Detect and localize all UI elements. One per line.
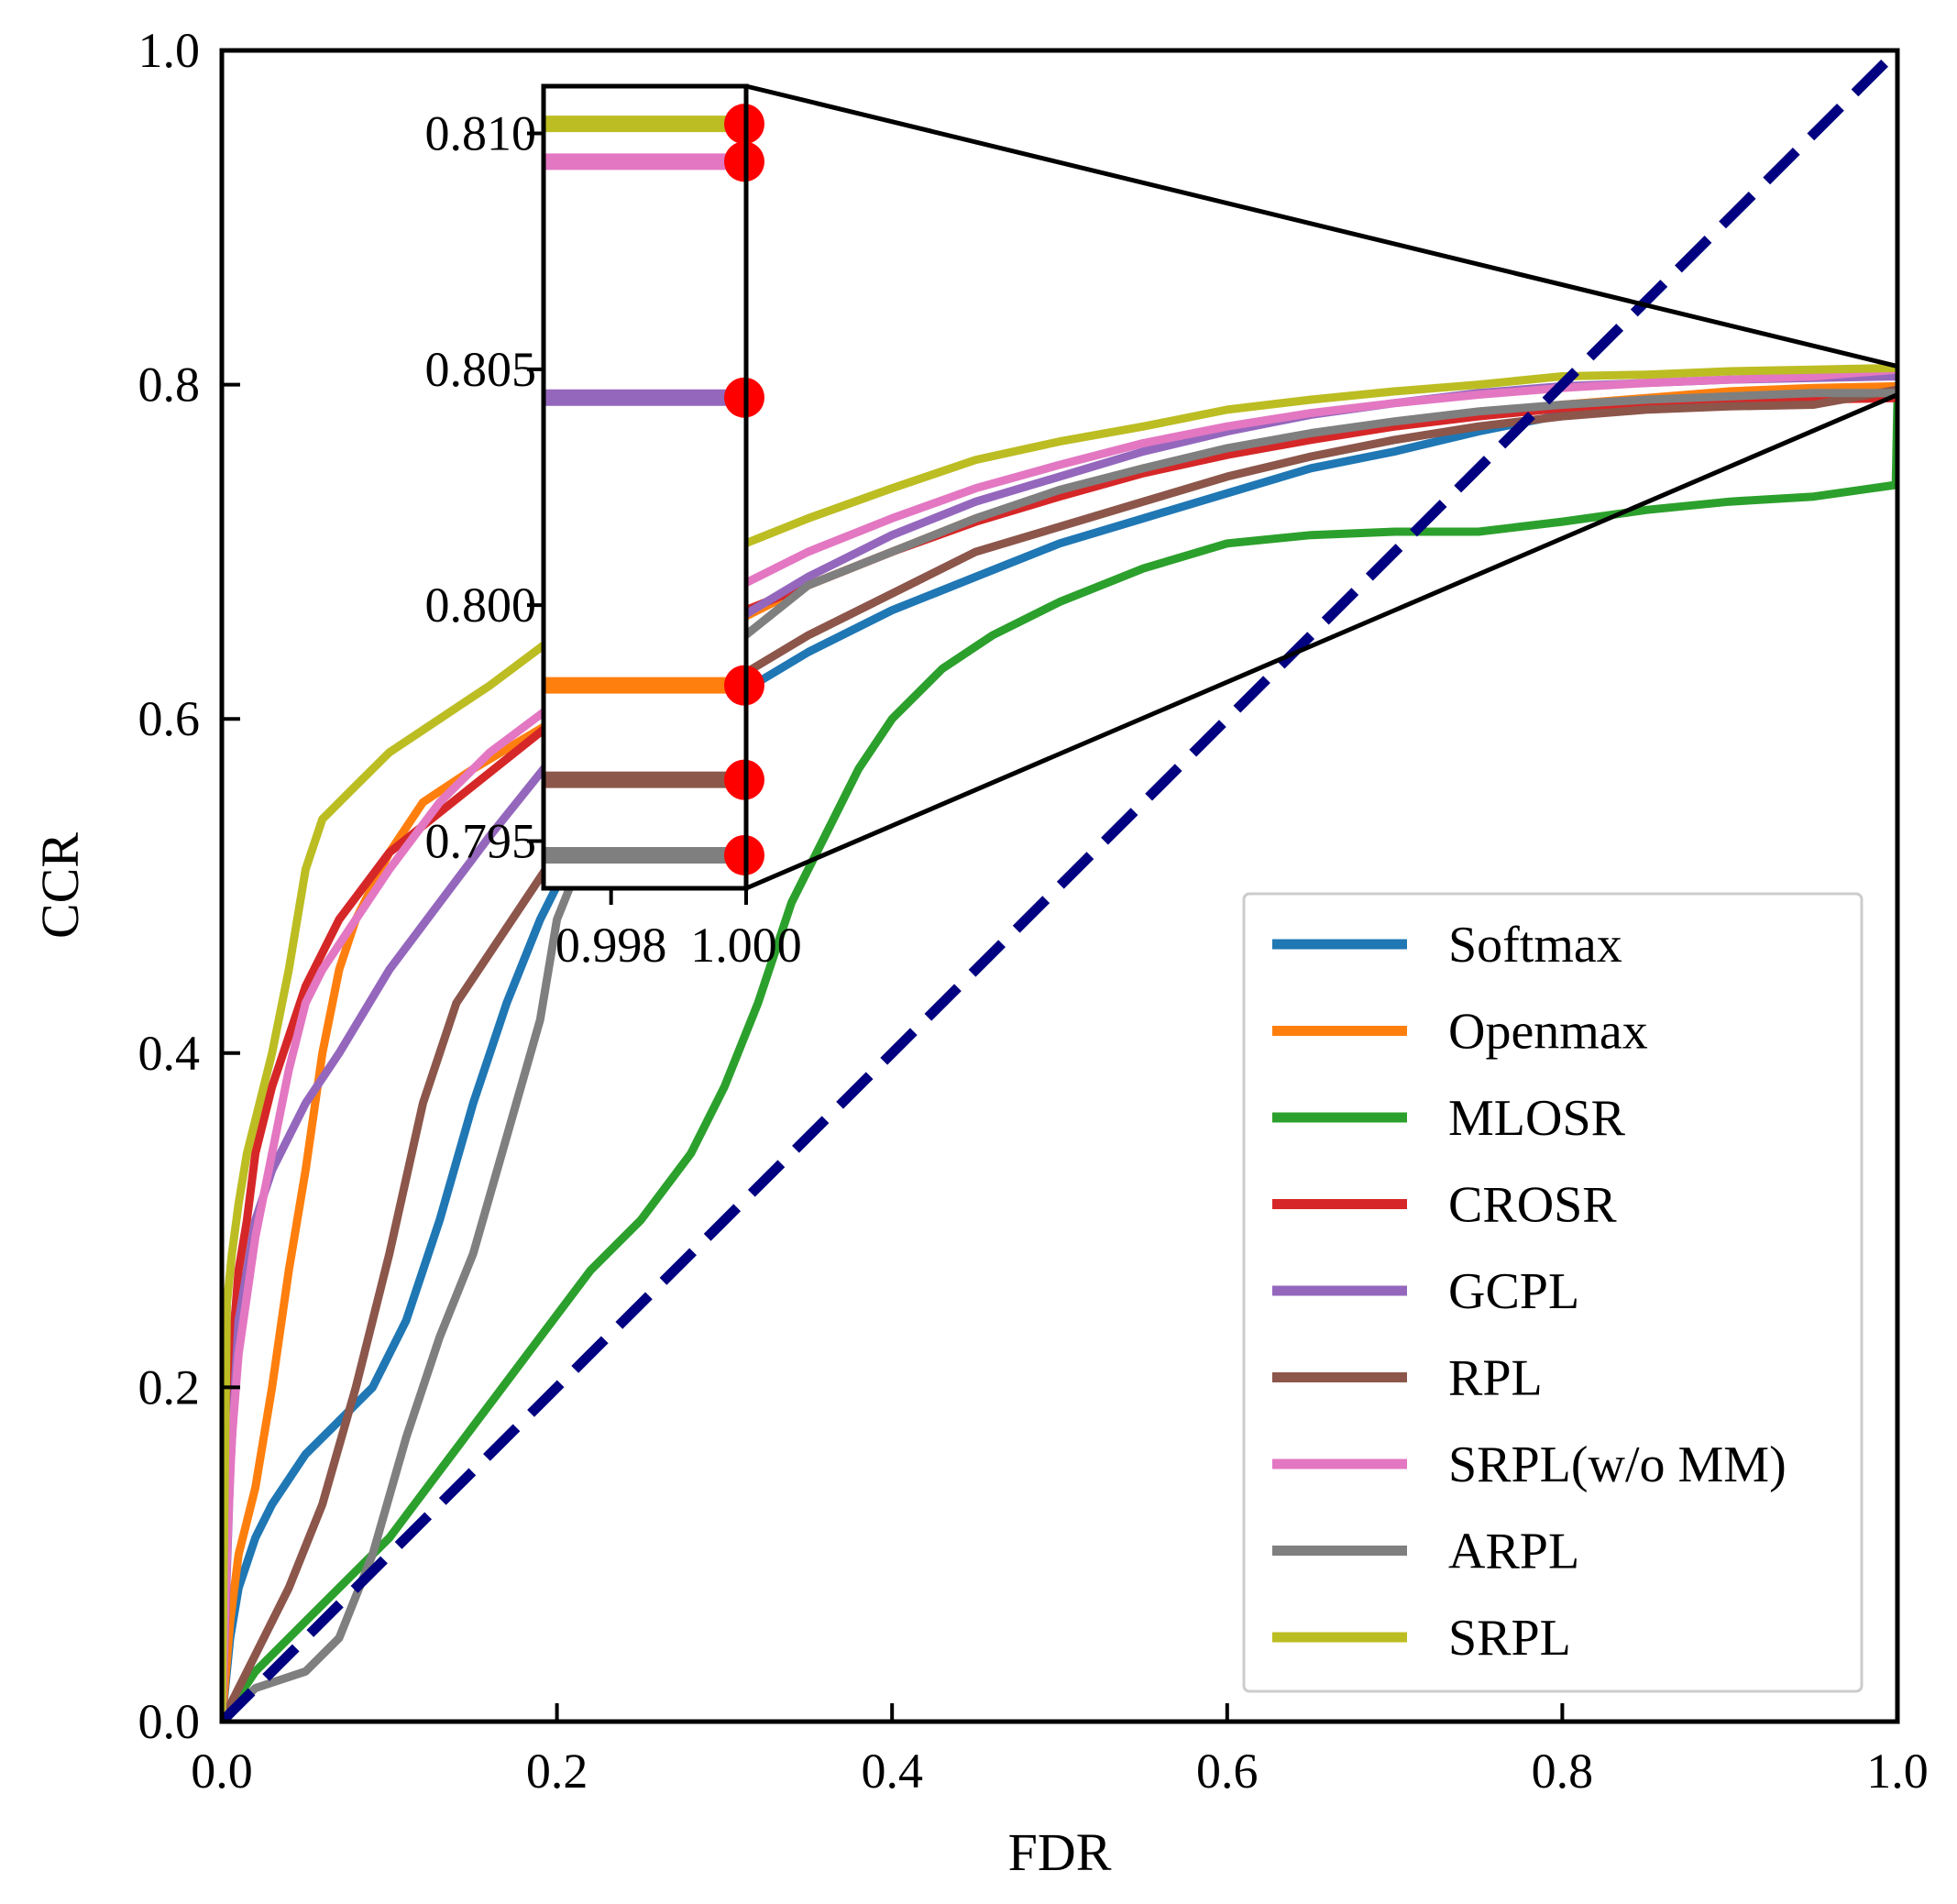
x-axis-label: FDR (1008, 1822, 1112, 1882)
inset-y-tick-label: 0.810 (425, 105, 537, 160)
inset-background (544, 86, 746, 888)
legend-label-srpl-w-o-mm: SRPL(w/o MM) (1448, 1436, 1787, 1493)
legend-items: Softmax Openmax MLOSR CROSR GCPL RPL SRPL(w/o … (1272, 917, 1787, 1667)
legend: Softmax Openmax MLOSR CROSR GCPL RPL SRPL(w/o … (1242, 892, 1864, 1693)
x-tick-label: 0.6 (1196, 1744, 1259, 1799)
x-axis-ticks: 0.0 0.2 0.4 0.6 0.8 1.0 (191, 1703, 1929, 1799)
y-tick-label: 0.4 (138, 1026, 201, 1081)
x-tick-label: 0.4 (861, 1744, 923, 1799)
inset-x-tick-label: 1.000 (690, 918, 802, 973)
y-axis-ticks: 0.0 0.2 0.4 0.6 0.8 1.0 (138, 23, 240, 1749)
zoom-connector-top (745, 83, 1898, 369)
legend-label-openmax: Openmax (1448, 1004, 1648, 1061)
y-tick-label: 0.8 (138, 358, 201, 413)
inset-x-tick-label: 0.998 (555, 918, 667, 973)
inset-series-layer (544, 116, 746, 864)
reference-line-layer (222, 50, 1897, 1722)
inset-x-ticks: 0.998 1.000 (555, 888, 802, 973)
legend-label-softmax: Softmax (1448, 917, 1622, 974)
inset-y-tick-label: 0.800 (425, 578, 537, 633)
inset-frame (541, 83, 749, 891)
x-tick-label: 0.2 (526, 1744, 588, 1799)
inset: 0.795 0.800 0.805 0.810 0.998 1.000 (425, 83, 802, 973)
legend-box (1242, 892, 1864, 1693)
legend-label-gcpl: GCPL (1448, 1263, 1579, 1320)
x-tick-label: 1.0 (1866, 1744, 1929, 1799)
inset-zoom-connectors (745, 83, 1898, 891)
y-tick-label: 0.0 (138, 1694, 201, 1749)
legend-label-arpl: ARPL (1448, 1524, 1579, 1580)
zoom-connector-bottom (745, 392, 1898, 891)
y-tick-label: 0.2 (138, 1359, 201, 1414)
legend-label-mlosr: MLOSR (1448, 1090, 1626, 1147)
legend-label-rpl: RPL (1448, 1350, 1543, 1407)
y-tick-label: 1.0 (138, 23, 201, 78)
inset-y-tick-label: 0.805 (425, 342, 537, 397)
diagonal-reference-line (222, 50, 1897, 1722)
legend-label-srpl: SRPL (1448, 1610, 1571, 1667)
series-line-mlosr (222, 397, 1897, 1722)
plot-frame (219, 48, 1900, 1724)
legend-label-crosr: CROSR (1448, 1177, 1617, 1234)
y-axis-label: CCR (30, 832, 90, 939)
y-tick-label: 0.6 (138, 691, 201, 746)
inset-y-ticks: 0.795 0.800 0.805 0.810 (425, 105, 544, 869)
series-line-arpl (222, 389, 1897, 1722)
x-tick-label: 0.8 (1532, 1744, 1594, 1799)
inset-y-tick-label: 0.795 (425, 814, 537, 869)
x-tick-label: 0.0 (191, 1744, 253, 1799)
